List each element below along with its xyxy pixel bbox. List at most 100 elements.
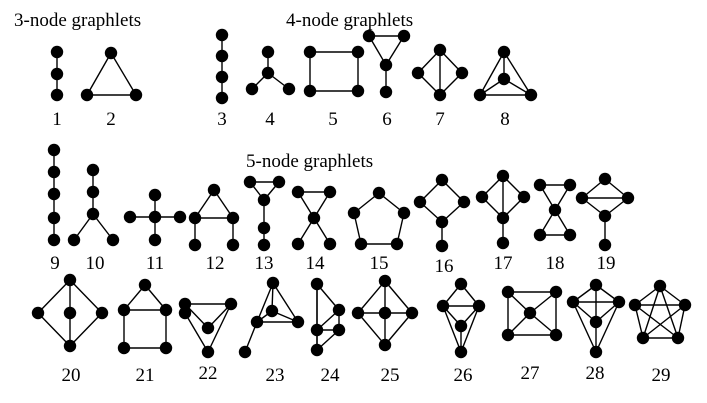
graphlet-8: [473, 45, 538, 102]
graphlet-node: [575, 191, 589, 205]
graphlet-edge: [357, 312, 386, 346]
graphlet-node: [589, 345, 603, 359]
graphlet-24: [310, 277, 346, 357]
graphlet-node: [215, 28, 229, 42]
graphlet-edge: [357, 280, 386, 314]
graphlet-node: [628, 298, 642, 312]
graphlet-node: [548, 203, 562, 217]
graphlet-node: [266, 276, 280, 290]
graphlet-node: [436, 299, 450, 313]
graphlet-node: [636, 331, 650, 345]
graphlet-node: [243, 175, 257, 189]
graphlet-edge: [442, 305, 462, 353]
graphlet-node: [497, 72, 511, 86]
graphlet-edge: [642, 304, 686, 339]
graphlet-node: [379, 85, 393, 99]
graphlet-label-25: 25: [381, 365, 400, 386]
graphlet-edge: [384, 280, 413, 314]
graphlet-label-23: 23: [266, 365, 285, 386]
graphlet-10: [67, 163, 120, 247]
graphlet-node: [501, 285, 515, 299]
graphlet-node: [598, 209, 612, 223]
graphlet-21: [117, 278, 173, 355]
graphlet-node: [678, 298, 692, 312]
graphlet-edge: [69, 312, 103, 347]
graphlet-edge: [659, 285, 679, 339]
graphlet-node: [598, 238, 612, 252]
graphlet-13: [243, 175, 286, 252]
graphlet-node: [261, 66, 275, 80]
graphlet-node: [86, 207, 100, 221]
graphlet-node: [257, 238, 271, 252]
graphlet-12: [188, 183, 240, 252]
graphlet-node: [47, 187, 61, 201]
graphlet-node: [563, 178, 577, 192]
heading-4-node: 4-node graphlets: [286, 10, 413, 31]
graphlet-node: [378, 306, 392, 320]
graphlet-node: [347, 206, 361, 220]
graphlet-node: [475, 190, 489, 204]
graphlet-28: [566, 278, 626, 359]
graphlet-node: [261, 45, 275, 59]
graphlet-label-6: 6: [382, 109, 392, 130]
graphlet-9: [47, 143, 61, 247]
graphlet-label-14: 14: [306, 253, 326, 274]
graphlet-node: [372, 186, 386, 200]
graphlet-node: [496, 169, 510, 183]
graphlet-node: [303, 45, 317, 59]
graphlet-node: [566, 295, 580, 309]
graphlet-label-20: 20: [62, 365, 81, 386]
graphlet-edge: [503, 51, 532, 96]
graphlet-11: [123, 188, 187, 247]
graphlet-label-26: 26: [454, 365, 473, 386]
graphlet-node: [215, 70, 229, 84]
graphlet-node: [215, 91, 229, 105]
graphlet-node: [50, 45, 64, 59]
graphlet-label-8: 8: [500, 109, 510, 130]
graphlet-label-24: 24: [321, 365, 341, 386]
graphlet-node: [351, 84, 365, 98]
graphlet-node: [310, 323, 324, 337]
graphlet-node: [215, 49, 229, 63]
graphlet-label-9: 9: [50, 253, 60, 274]
graphlet-6: [362, 29, 411, 99]
graphlet-node: [226, 211, 240, 225]
graphlet-edge: [110, 52, 137, 96]
graphlet-node: [178, 306, 192, 320]
graphlet-edge: [384, 312, 413, 346]
graphlet-node: [63, 273, 77, 287]
graphlet-edge: [460, 305, 480, 353]
graphlet-node: [245, 82, 259, 96]
graphlet-node: [63, 339, 77, 353]
graphlet-node: [117, 341, 131, 355]
graphlet-label-29: 29: [652, 365, 671, 386]
graphlet-drawings: [31, 28, 692, 359]
graphlet-node: [86, 163, 100, 177]
graphlet-node: [455, 66, 469, 80]
graphlet-node: [517, 190, 531, 204]
graphlet-edge: [184, 312, 209, 353]
graphlet-node: [129, 88, 143, 102]
graphlet-node: [201, 321, 215, 335]
graphlet-node: [323, 185, 337, 199]
graphlet-label-16: 16: [435, 256, 454, 277]
graphlet-node: [80, 88, 94, 102]
graphlet-node: [207, 183, 221, 197]
graphlet-edge: [256, 282, 274, 323]
graphlet-1: [50, 45, 64, 102]
graphlet-node: [351, 306, 365, 320]
heading-5-node: 5-node graphlets: [246, 151, 373, 172]
graphlet-node: [671, 331, 685, 345]
graphlet-node: [563, 228, 577, 242]
graphlet-edge: [37, 312, 71, 347]
graphlet-26: [436, 277, 486, 359]
graphlet-node: [454, 345, 468, 359]
graphlet-3: [215, 28, 229, 105]
graphlet-node: [104, 46, 118, 60]
graphlet-node: [433, 43, 447, 57]
graphlet-label-13: 13: [255, 253, 274, 274]
graphlet-node: [523, 306, 537, 320]
graphlet-node: [188, 238, 202, 252]
graphlet-node: [47, 211, 61, 225]
